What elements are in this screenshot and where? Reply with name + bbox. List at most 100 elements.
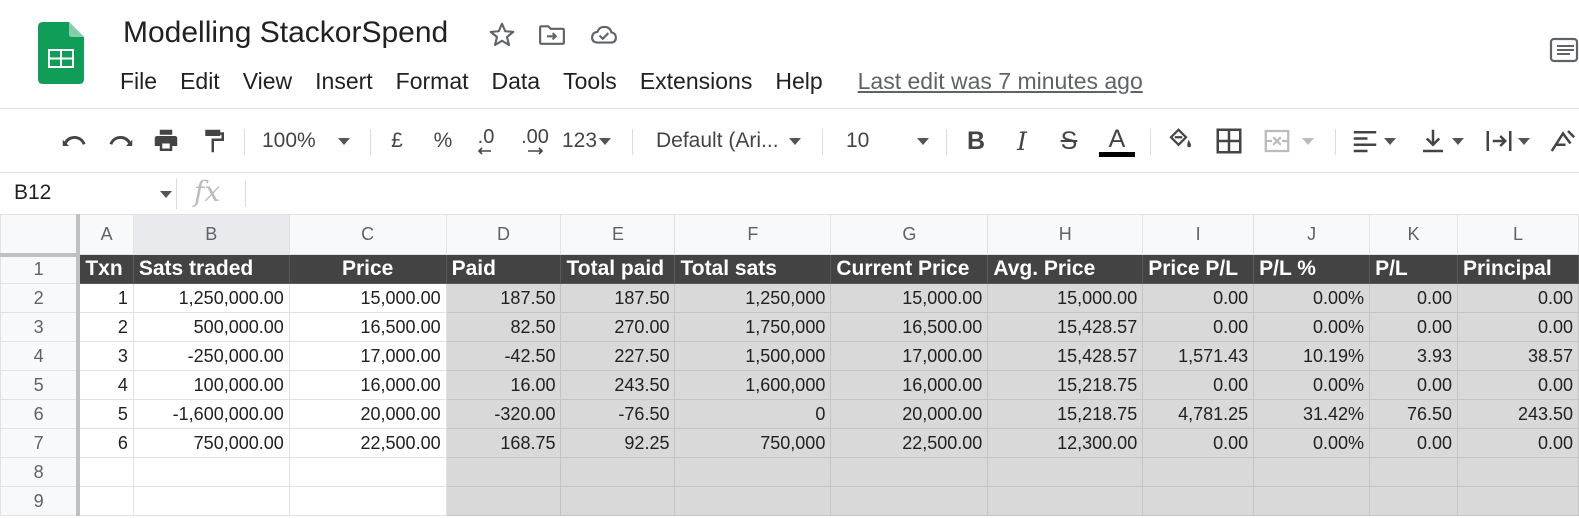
grid-cell[interactable] (1456, 457, 1579, 487)
grid-cell[interactable]: 31.42% (1253, 399, 1371, 429)
borders-button[interactable] (1212, 123, 1246, 159)
grid-cell[interactable] (1142, 457, 1255, 487)
grid-cell[interactable]: 76.50 (1369, 399, 1458, 429)
decrease-decimal-button[interactable]: .0 (472, 123, 500, 159)
header-cell[interactable]: P/L % (1253, 254, 1371, 284)
grid-cell[interactable]: 22,500.00 (830, 428, 989, 458)
row-header[interactable]: 5 (0, 370, 81, 400)
grid-cell[interactable]: -76.50 (560, 399, 676, 429)
comment-history-icon[interactable] (1548, 36, 1579, 64)
row-header[interactable]: 2 (0, 283, 81, 313)
cloud-saved-icon[interactable] (589, 20, 619, 50)
percent-format-button[interactable]: % (430, 123, 456, 159)
column-header-k[interactable]: K (1369, 214, 1458, 255)
column-header-c[interactable]: C (288, 214, 447, 255)
grid-cell[interactable]: 270.00 (560, 312, 676, 342)
grid-cell[interactable] (1456, 486, 1579, 516)
grid-cell[interactable]: -1,600,000.00 (132, 399, 290, 429)
header-cell[interactable]: P/L (1369, 254, 1458, 284)
grid-cell[interactable]: 0.00 (1142, 312, 1255, 342)
merge-cells-button[interactable] (1262, 123, 1324, 159)
grid-cell[interactable]: 243.50 (560, 370, 676, 400)
grid-cell[interactable]: 1,750,000 (674, 312, 832, 342)
header-cell[interactable]: Txn (77, 254, 134, 284)
grid-cell[interactable] (987, 486, 1144, 516)
grid-cell[interactable]: 5 (77, 399, 134, 429)
text-rotation-button[interactable] (1548, 123, 1579, 159)
header-cell[interactable]: Principal (1456, 254, 1579, 284)
menu-edit[interactable]: Edit (180, 67, 220, 94)
grid-cell[interactable]: 100,000.00 (132, 370, 290, 400)
grid-cell[interactable]: 0 (674, 399, 832, 429)
grid-cell[interactable]: 1,600,000 (674, 370, 832, 400)
grid-cell[interactable]: 17,000.00 (288, 341, 447, 371)
grid-cell[interactable]: 4,781.25 (1142, 399, 1255, 429)
grid-cell[interactable]: 0.00 (1142, 428, 1255, 458)
grid-cell[interactable] (830, 486, 989, 516)
grid-cell[interactable] (1369, 486, 1458, 516)
redo-button[interactable] (103, 123, 139, 159)
grid-cell[interactable] (1253, 486, 1371, 516)
grid-cell[interactable] (132, 457, 290, 487)
grid-cell[interactable]: 15,218.75 (987, 399, 1144, 429)
grid-cell[interactable]: 20,000.00 (830, 399, 989, 429)
text-wrapping-button[interactable] (1484, 123, 1540, 159)
horizontal-align-button[interactable] (1350, 123, 1406, 159)
font-family-select[interactable]: Default (Ari... (656, 123, 812, 159)
grid-cell[interactable]: 92.25 (560, 428, 676, 458)
grid-cell[interactable] (560, 457, 676, 487)
last-edit-link[interactable]: Last edit was 7 minutes ago (857, 67, 1143, 94)
grid-cell[interactable]: 500,000.00 (132, 312, 290, 342)
grid-cell[interactable] (674, 457, 832, 487)
italic-button[interactable]: I (1007, 123, 1037, 159)
grid-cell[interactable] (987, 457, 1144, 487)
zoom-select[interactable]: 100% (262, 123, 358, 159)
row-header[interactable]: 6 (0, 399, 81, 429)
grid-cell[interactable]: 0.00 (1456, 428, 1579, 458)
grid-cell[interactable]: 16,500.00 (830, 312, 989, 342)
row-header[interactable]: 3 (0, 312, 81, 342)
column-header-h[interactable]: H (987, 214, 1144, 255)
chevron-down-icon[interactable] (160, 191, 172, 198)
grid-cell[interactable] (77, 486, 134, 516)
grid-cell[interactable]: 12,300.00 (987, 428, 1144, 458)
strikethrough-button[interactable]: S (1054, 123, 1084, 159)
grid-cell[interactable]: 1,250,000.00 (132, 283, 290, 313)
menu-view[interactable]: View (242, 67, 293, 94)
grid-cell[interactable]: -42.50 (445, 341, 562, 371)
grid-cell[interactable]: 0.00 (1369, 370, 1458, 400)
bold-button[interactable]: B (961, 123, 991, 159)
row-header[interactable]: 4 (0, 341, 81, 371)
row-header[interactable]: 1 (0, 254, 81, 284)
grid-cell[interactable]: 0.00 (1369, 312, 1458, 342)
column-header-f[interactable]: F (674, 214, 832, 255)
grid-cell[interactable]: 187.50 (560, 283, 676, 313)
grid-cell[interactable] (1142, 486, 1255, 516)
grid-cell[interactable]: 0.00 (1456, 312, 1579, 342)
header-cell[interactable]: Price P/L (1142, 254, 1255, 284)
grid-cell[interactable]: 15,428.57 (987, 341, 1144, 371)
paint-format-button[interactable] (196, 123, 232, 159)
grid-cell[interactable]: 1,500,000 (674, 341, 832, 371)
grid-cell[interactable]: 227.50 (560, 341, 676, 371)
grid-cell[interactable] (288, 486, 447, 516)
grid-cell[interactable]: 1 (77, 283, 134, 313)
grid-cell[interactable]: -320.00 (445, 399, 562, 429)
menu-help[interactable]: Help (775, 67, 823, 94)
column-header-d[interactable]: D (445, 214, 562, 255)
grid-cell[interactable]: 0.00 (1142, 283, 1255, 313)
grid-cell[interactable]: 0.00 (1369, 283, 1458, 313)
grid-cell[interactable]: 0.00 (1456, 370, 1579, 400)
grid-cell[interactable]: 10.19% (1253, 341, 1371, 371)
currency-format-button[interactable]: £ (384, 123, 410, 159)
grid-cell[interactable]: 168.75 (445, 428, 562, 458)
grid-cell[interactable] (674, 486, 832, 516)
grid-cell[interactable]: 16,000.00 (288, 370, 447, 400)
grid-cell[interactable]: 20,000.00 (288, 399, 447, 429)
vertical-align-button[interactable] (1418, 123, 1474, 159)
grid-cell[interactable]: 2 (77, 312, 134, 342)
column-header-i[interactable]: I (1142, 214, 1255, 255)
grid-cell[interactable]: 0.00 (1456, 283, 1579, 313)
menu-insert[interactable]: Insert (315, 67, 373, 94)
grid-cell[interactable]: 0.00% (1253, 283, 1371, 313)
